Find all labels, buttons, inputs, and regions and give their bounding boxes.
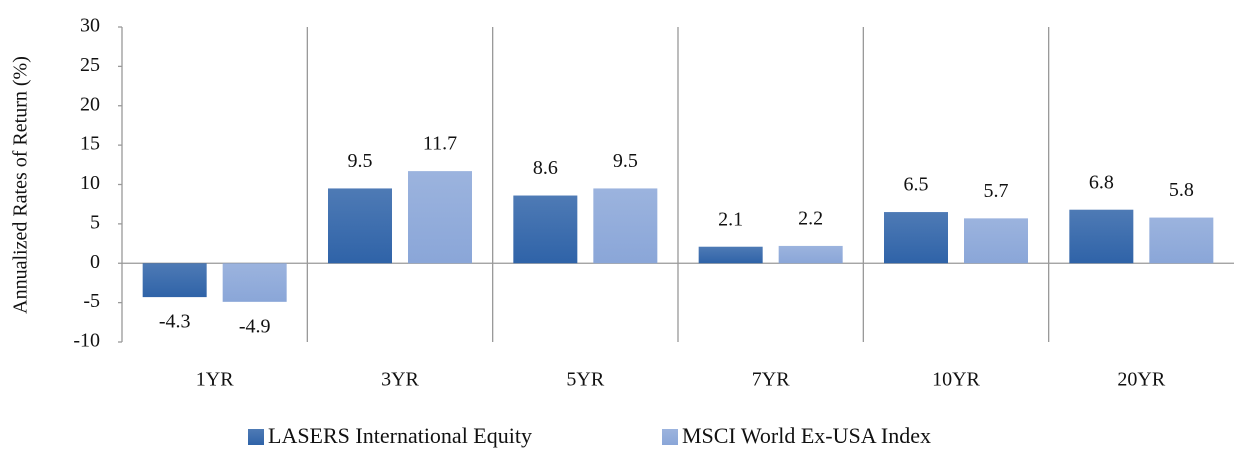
data-label: -4.9 xyxy=(239,315,271,337)
data-label: 11.7 xyxy=(423,133,457,155)
bar xyxy=(513,195,578,264)
data-label: 8.6 xyxy=(533,157,558,179)
bar xyxy=(593,188,658,264)
data-label: 2.1 xyxy=(718,208,743,230)
bar xyxy=(884,212,948,264)
x-tick-label: 3YR xyxy=(381,369,419,391)
data-label: 6.8 xyxy=(1089,171,1114,193)
data-label: 9.5 xyxy=(613,150,638,172)
x-tick-label: 20YR xyxy=(1117,369,1165,391)
y-tick-label: -10 xyxy=(73,330,100,352)
legend-swatch xyxy=(662,429,678,445)
data-label: 6.5 xyxy=(904,174,929,196)
legend-label: MSCI World Ex-USA Index xyxy=(682,423,931,448)
y-tick-label: 20 xyxy=(80,93,100,115)
y-tick-label: 25 xyxy=(80,54,100,76)
y-tick-label: 10 xyxy=(80,172,100,194)
x-tick-label: 5YR xyxy=(566,369,604,391)
x-tick-label: 10YR xyxy=(932,369,980,391)
x-tick-label: 7YR xyxy=(752,369,790,391)
y-axis-label: Annualized Rates of Return (%) xyxy=(10,56,32,314)
bar xyxy=(698,246,763,264)
data-label: 9.5 xyxy=(348,150,373,172)
legend-swatch xyxy=(248,429,264,445)
data-label: 2.2 xyxy=(798,208,823,230)
bar xyxy=(964,218,1028,264)
y-tick-label: 15 xyxy=(80,133,100,155)
bar xyxy=(1149,217,1214,264)
bar xyxy=(408,171,472,264)
y-tick-label: -5 xyxy=(83,290,100,312)
bar xyxy=(328,188,392,264)
x-tick-label: 1YR xyxy=(196,369,234,391)
data-label: 5.7 xyxy=(984,180,1009,202)
legend-label: LASERS International Equity xyxy=(268,423,532,448)
bar xyxy=(142,263,207,298)
data-label: 5.8 xyxy=(1169,179,1194,201)
y-tick-label: 30 xyxy=(80,15,100,37)
bar xyxy=(222,263,287,302)
y-tick-label: 0 xyxy=(90,251,100,273)
bar xyxy=(1069,209,1134,264)
data-label: -4.3 xyxy=(159,311,191,333)
y-tick-label: 5 xyxy=(90,211,100,233)
bar xyxy=(778,245,843,264)
